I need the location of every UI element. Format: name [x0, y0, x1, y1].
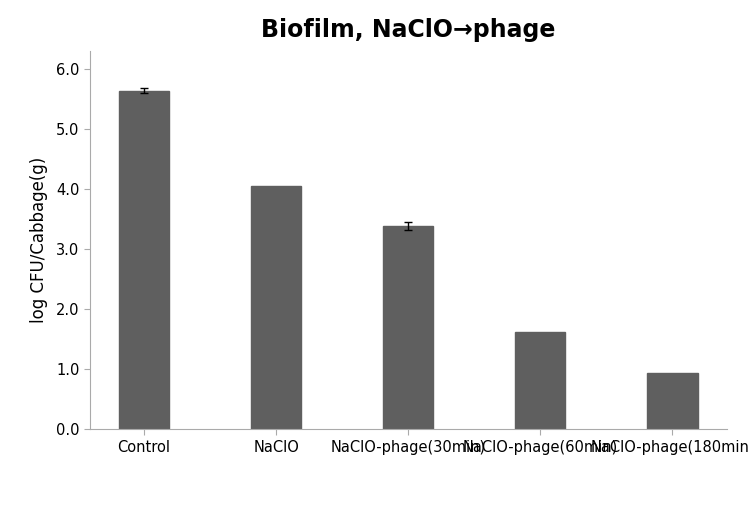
Bar [383, 226, 434, 429]
Bar [515, 332, 565, 429]
Y-axis label: log CFU/Cabbage(g): log CFU/Cabbage(g) [30, 157, 48, 323]
Title: Biofilm, NaClO→phage: Biofilm, NaClO→phage [261, 18, 556, 41]
Bar [119, 91, 169, 429]
Bar [647, 373, 697, 429]
Bar [251, 186, 301, 429]
